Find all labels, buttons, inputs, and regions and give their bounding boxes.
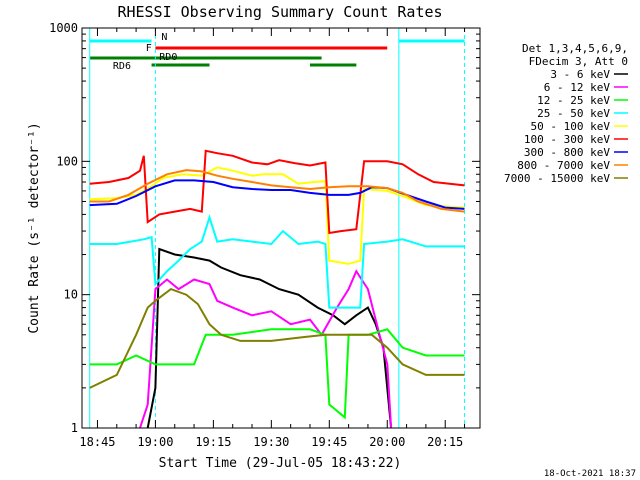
legend-label-100-300-kev: 100 - 300 keV bbox=[524, 133, 610, 146]
x-tick-label: 20:00 bbox=[369, 435, 405, 449]
series-line-12-25-kev bbox=[89, 328, 465, 420]
timestamp-footer: 18-Oct-2021 18:37 bbox=[544, 469, 636, 479]
series-line-50-100-kev bbox=[89, 166, 465, 265]
status-label-rd6: RD6 bbox=[113, 61, 131, 72]
x-tick-label: 19:15 bbox=[195, 435, 231, 449]
series-lines bbox=[89, 149, 465, 429]
status-label-rd0: RD0 bbox=[159, 52, 177, 63]
legend: Det 1,3,4,5,6,9,FDecim 3, Att 03 - 6 keV… bbox=[504, 42, 628, 185]
y-tick-label: 10 bbox=[64, 288, 78, 302]
plot-frame bbox=[81, 27, 481, 429]
x-axis: 18:45 19:00 19:15 19:30 19:45 20:00 20:15 bbox=[79, 28, 466, 449]
legend-label-6-12-kev: 6 - 12 keV bbox=[544, 81, 611, 94]
status-label-n: N bbox=[161, 32, 167, 43]
series-line-800-7000-kev bbox=[89, 169, 465, 213]
status-bars: NF RD0 RD6 bbox=[89, 32, 465, 72]
y-tick-label: 1 bbox=[71, 421, 78, 435]
y-tick-label: 100 bbox=[56, 154, 78, 168]
legend-label-7000-15000-kev: 7000 - 15000 keV bbox=[504, 172, 610, 185]
chart-title: RHESSI Observing Summary Count Rates bbox=[117, 3, 442, 21]
x-tick-label: 19:45 bbox=[311, 435, 347, 449]
x-tick-label: 20:15 bbox=[427, 435, 463, 449]
x-axis-label: Start Time (29-Jul-05 18:43:22) bbox=[159, 456, 402, 471]
y-tick-label: 1000 bbox=[49, 21, 78, 35]
series-line-100-300-kev bbox=[89, 149, 465, 235]
series-line-25-50-kev bbox=[89, 214, 465, 309]
y-axis: 1 10 100 1000 bbox=[49, 21, 480, 435]
x-tick-label: 19:00 bbox=[137, 435, 173, 449]
y-axis-label: Count Rate (s⁻¹ detector⁻¹) bbox=[27, 122, 42, 333]
series-line-3-6-kev bbox=[146, 247, 393, 429]
legend-label-300-800-kev: 300 - 800 keV bbox=[524, 146, 610, 159]
legend-title: Det 1,3,4,5,6,9, bbox=[522, 42, 628, 55]
x-tick-label: 18:45 bbox=[79, 435, 115, 449]
x-tick-label: 19:30 bbox=[253, 435, 289, 449]
series-line-7000-15000-kev bbox=[89, 287, 465, 389]
legend-label-800-7000-kev: 800 - 7000 keV bbox=[517, 159, 610, 172]
legend-label-25-50-kev: 25 - 50 keV bbox=[537, 107, 610, 120]
series-line-6-12-kev bbox=[139, 269, 393, 429]
status-label-f: F bbox=[146, 43, 152, 54]
legend-title: FDecim 3, Att 0 bbox=[529, 55, 628, 68]
legend-label-3-6-kev: 3 - 6 keV bbox=[550, 68, 610, 81]
legend-label-12-25-kev: 12 - 25 keV bbox=[537, 94, 610, 107]
legend-label-50-100-kev: 50 - 100 keV bbox=[531, 120, 611, 133]
